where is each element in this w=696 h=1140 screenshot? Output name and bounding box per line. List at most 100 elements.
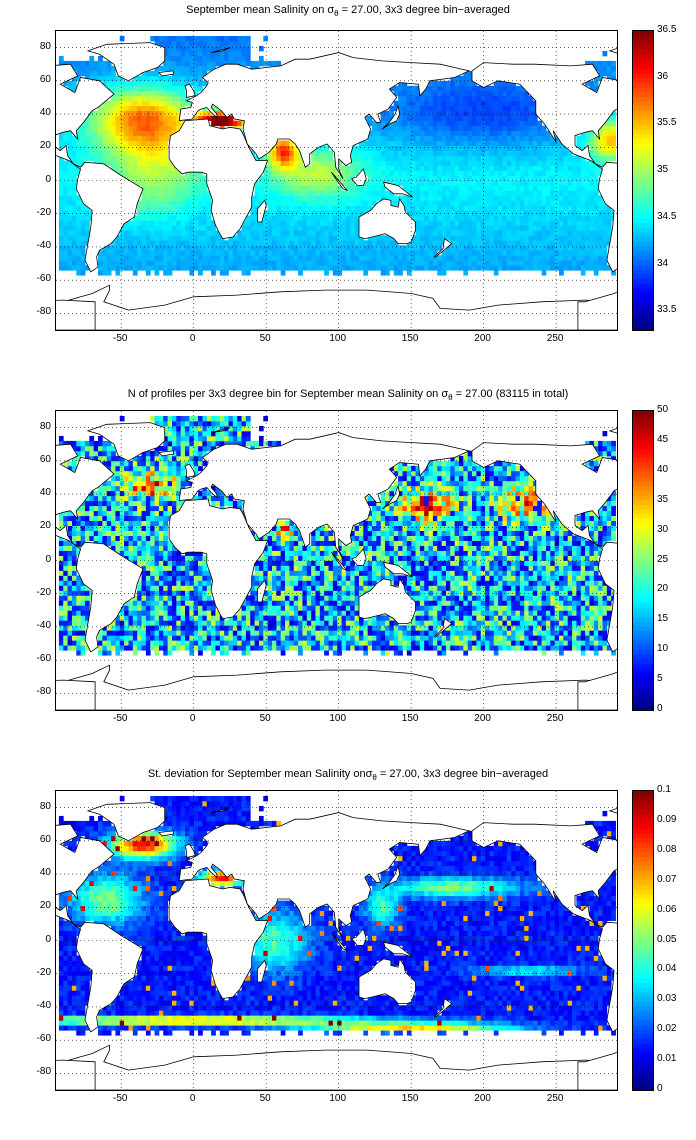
bin-cell <box>506 265 512 271</box>
bin-cell <box>311 225 316 231</box>
bin-cell <box>132 475 138 482</box>
bin-cell <box>480 135 486 142</box>
bin-cell <box>393 270 399 276</box>
bin-cell <box>102 140 108 147</box>
bin-cell <box>524 150 529 156</box>
bin-cell <box>80 140 86 147</box>
bin-cell <box>254 225 260 231</box>
bin-cell <box>158 470 164 477</box>
bin-cell <box>137 140 142 147</box>
bin-cell <box>445 115 451 122</box>
bin-cell <box>285 205 290 211</box>
bin-cell <box>380 185 386 191</box>
bin-cell <box>102 125 108 132</box>
bin-cell <box>71 85 77 92</box>
bin-cell <box>211 645 216 651</box>
bin-cell <box>58 640 64 646</box>
bin-cell <box>398 115 403 122</box>
bin-cell <box>171 505 177 512</box>
bin-cell <box>119 610 125 616</box>
bin-cell <box>454 190 460 196</box>
bin-cell <box>537 255 543 261</box>
bin-cell <box>302 205 308 211</box>
bin-cell <box>606 205 612 211</box>
bin-cell <box>324 230 329 236</box>
bin-cell <box>511 180 516 186</box>
bin-cell <box>154 640 160 646</box>
bin-cell <box>241 250 247 256</box>
bin-cell <box>189 445 195 452</box>
bin-cell <box>489 235 495 241</box>
bin-cell <box>80 525 86 531</box>
bin-cell <box>598 255 603 261</box>
bin-cell <box>141 600 147 606</box>
bin-cell <box>115 640 121 646</box>
bin-cell <box>511 260 516 266</box>
bin-cell <box>158 600 164 606</box>
bin-cell <box>111 130 116 137</box>
bin-cell <box>98 535 103 541</box>
bin-cell <box>441 270 447 276</box>
bin-cell <box>76 245 82 251</box>
bin-cell <box>541 170 547 176</box>
bin-cell <box>580 200 586 206</box>
bin-cell <box>411 180 416 186</box>
bin-cell <box>293 215 299 221</box>
bin-cell <box>158 420 164 427</box>
bin-cell <box>145 145 151 151</box>
bin-cell <box>102 540 108 546</box>
bin-cell <box>206 190 212 196</box>
bin-cell <box>580 180 586 186</box>
bin-cell <box>450 180 456 186</box>
bin-cell <box>71 135 77 142</box>
bin-cell <box>71 605 77 611</box>
bin-cell <box>289 165 295 171</box>
bin-cell <box>367 190 373 196</box>
bin-cell <box>206 570 212 576</box>
bin-cell <box>276 150 282 156</box>
bin-cell <box>93 530 99 536</box>
bin-cell <box>502 110 508 117</box>
bin-cell <box>167 415 173 422</box>
bin-cell <box>519 140 525 147</box>
bin-cell <box>550 195 556 201</box>
bin-cell <box>572 260 577 266</box>
bin-cell <box>111 255 116 261</box>
bin-cell <box>237 250 242 256</box>
bin-cell <box>467 220 473 226</box>
bin-cell <box>141 220 147 226</box>
bin-cell <box>193 190 199 196</box>
bin-cell <box>193 620 199 626</box>
bin-cell <box>606 130 612 137</box>
bin-cell <box>80 600 86 606</box>
bin-cell <box>358 185 364 191</box>
bin-cell <box>441 185 447 191</box>
bin-cell <box>324 180 329 186</box>
bin-cell <box>506 255 512 261</box>
bin-cell <box>332 230 338 236</box>
bin-cell <box>176 75 182 82</box>
bin-cell <box>206 205 212 211</box>
bin-cell <box>437 230 442 236</box>
bin-cell <box>124 540 129 546</box>
bin-cell <box>211 635 216 641</box>
bin-cell <box>463 150 469 156</box>
bin-cell <box>428 175 434 181</box>
bin-cell <box>80 510 86 517</box>
bin-cell <box>232 55 238 62</box>
bin-cell <box>332 240 338 246</box>
bin-cell <box>324 165 329 171</box>
bin-cell <box>528 160 534 166</box>
bin-cell <box>150 105 155 112</box>
bin-cell <box>258 175 264 181</box>
bin-cell <box>493 265 499 271</box>
bin-cell <box>572 265 577 271</box>
bin-cell <box>532 265 538 271</box>
bin-cell <box>176 80 182 87</box>
bin-cell <box>115 120 121 127</box>
bin-cell <box>550 245 556 251</box>
bin-cell <box>519 120 525 127</box>
bin-cell <box>263 180 269 186</box>
bin-cell <box>241 270 247 276</box>
bin-cell <box>380 140 386 147</box>
